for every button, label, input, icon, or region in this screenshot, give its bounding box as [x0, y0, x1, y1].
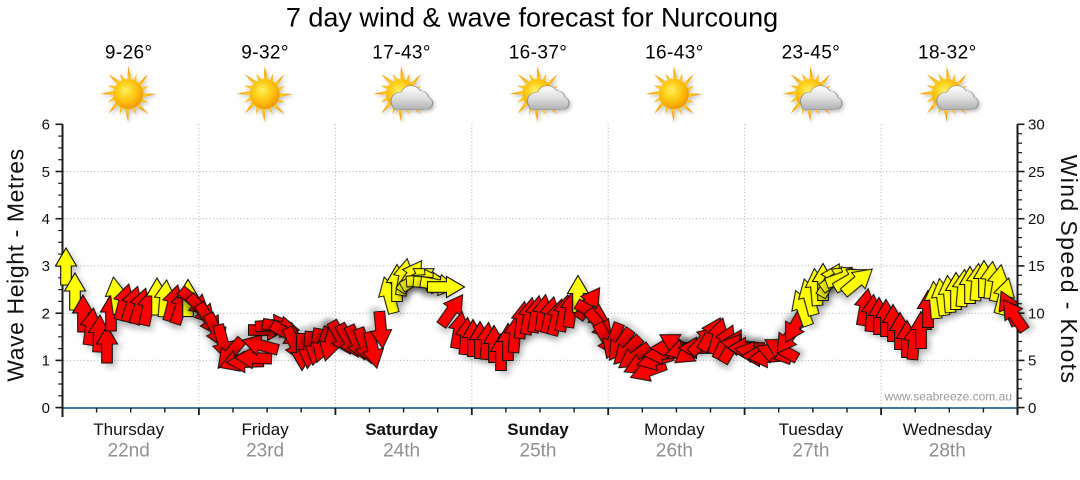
svg-text:Sunday: Sunday — [507, 420, 569, 439]
svg-text:22nd: 22nd — [108, 441, 150, 462]
svg-text:26th: 26th — [656, 441, 693, 462]
svg-text:0: 0 — [1028, 400, 1036, 417]
svg-text:9-32°: 9-32° — [241, 43, 289, 64]
svg-text:28th: 28th — [929, 441, 966, 462]
svg-text:18-32°: 18-32° — [918, 43, 977, 64]
svg-text:23rd: 23rd — [246, 441, 284, 462]
svg-text:Thursday: Thursday — [93, 420, 164, 439]
svg-text:15: 15 — [1028, 258, 1045, 275]
svg-text:6: 6 — [42, 117, 50, 134]
svg-text:7 day wind & wave forecast for: 7 day wind & wave forecast for Nurcoung — [286, 3, 778, 33]
svg-text:9-26°: 9-26° — [105, 43, 153, 64]
svg-text:10: 10 — [1028, 306, 1045, 323]
svg-text:Monday: Monday — [644, 420, 705, 439]
svg-text:20: 20 — [1028, 211, 1045, 228]
svg-text:5: 5 — [1028, 353, 1036, 370]
svg-text:Tuesday: Tuesday — [779, 420, 844, 439]
svg-text:24th: 24th — [383, 441, 420, 462]
svg-text:25th: 25th — [520, 441, 557, 462]
svg-text:2: 2 — [42, 306, 50, 323]
svg-text:Wednesday: Wednesday — [903, 420, 993, 439]
svg-text:17-43°: 17-43° — [372, 43, 431, 64]
svg-text:30: 30 — [1028, 117, 1045, 134]
svg-text:0: 0 — [42, 400, 50, 417]
svg-text:www.seabreeze.com.au: www.seabreeze.com.au — [884, 390, 1012, 404]
svg-text:1: 1 — [42, 353, 50, 370]
svg-text:23-45°: 23-45° — [782, 43, 841, 64]
svg-text:25: 25 — [1028, 164, 1045, 181]
svg-text:Wave Height - Metres: Wave Height - Metres — [3, 148, 29, 382]
svg-text:Friday: Friday — [241, 420, 289, 439]
svg-text:16-43°: 16-43° — [645, 43, 704, 64]
svg-text:4: 4 — [42, 211, 50, 228]
svg-text:27th: 27th — [792, 441, 829, 462]
svg-text:Saturday: Saturday — [365, 420, 438, 439]
svg-text:16-37°: 16-37° — [509, 43, 568, 64]
svg-text:Wind Speed - Knots: Wind Speed - Knots — [1056, 155, 1080, 385]
svg-text:3: 3 — [42, 258, 50, 275]
svg-text:5: 5 — [42, 164, 50, 181]
